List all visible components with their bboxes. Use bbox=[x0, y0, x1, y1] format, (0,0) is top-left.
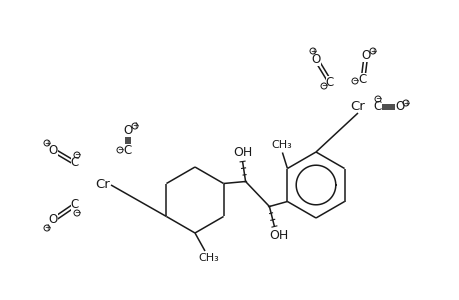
Text: CH₃: CH₃ bbox=[198, 253, 219, 263]
Text: C: C bbox=[123, 143, 132, 157]
Text: −: − bbox=[117, 146, 123, 154]
Text: O: O bbox=[48, 214, 57, 226]
Text: C: C bbox=[71, 199, 79, 212]
Text: C: C bbox=[71, 157, 79, 169]
Text: +: + bbox=[369, 46, 375, 56]
Text: O: O bbox=[48, 143, 57, 157]
Text: +: + bbox=[402, 98, 409, 107]
Text: Cr: Cr bbox=[95, 178, 110, 191]
Text: −: − bbox=[73, 208, 80, 217]
Text: O: O bbox=[123, 124, 132, 136]
Text: C: C bbox=[373, 100, 381, 113]
Text: O: O bbox=[361, 49, 370, 62]
Text: +: + bbox=[309, 46, 315, 56]
Text: −: − bbox=[320, 82, 326, 91]
Text: CH₃: CH₃ bbox=[270, 140, 291, 149]
Text: +: + bbox=[132, 122, 138, 130]
Text: O: O bbox=[311, 52, 320, 65]
Text: −: − bbox=[351, 76, 358, 85]
Text: OH: OH bbox=[232, 146, 252, 159]
Text: OH: OH bbox=[268, 229, 287, 242]
Text: −: − bbox=[73, 151, 80, 160]
Text: +: + bbox=[44, 139, 50, 148]
Text: Cr: Cr bbox=[350, 100, 364, 113]
Text: O: O bbox=[395, 100, 404, 113]
Text: C: C bbox=[358, 73, 366, 85]
Text: +: + bbox=[44, 224, 50, 232]
Text: −: − bbox=[374, 94, 381, 103]
Text: C: C bbox=[325, 76, 333, 88]
